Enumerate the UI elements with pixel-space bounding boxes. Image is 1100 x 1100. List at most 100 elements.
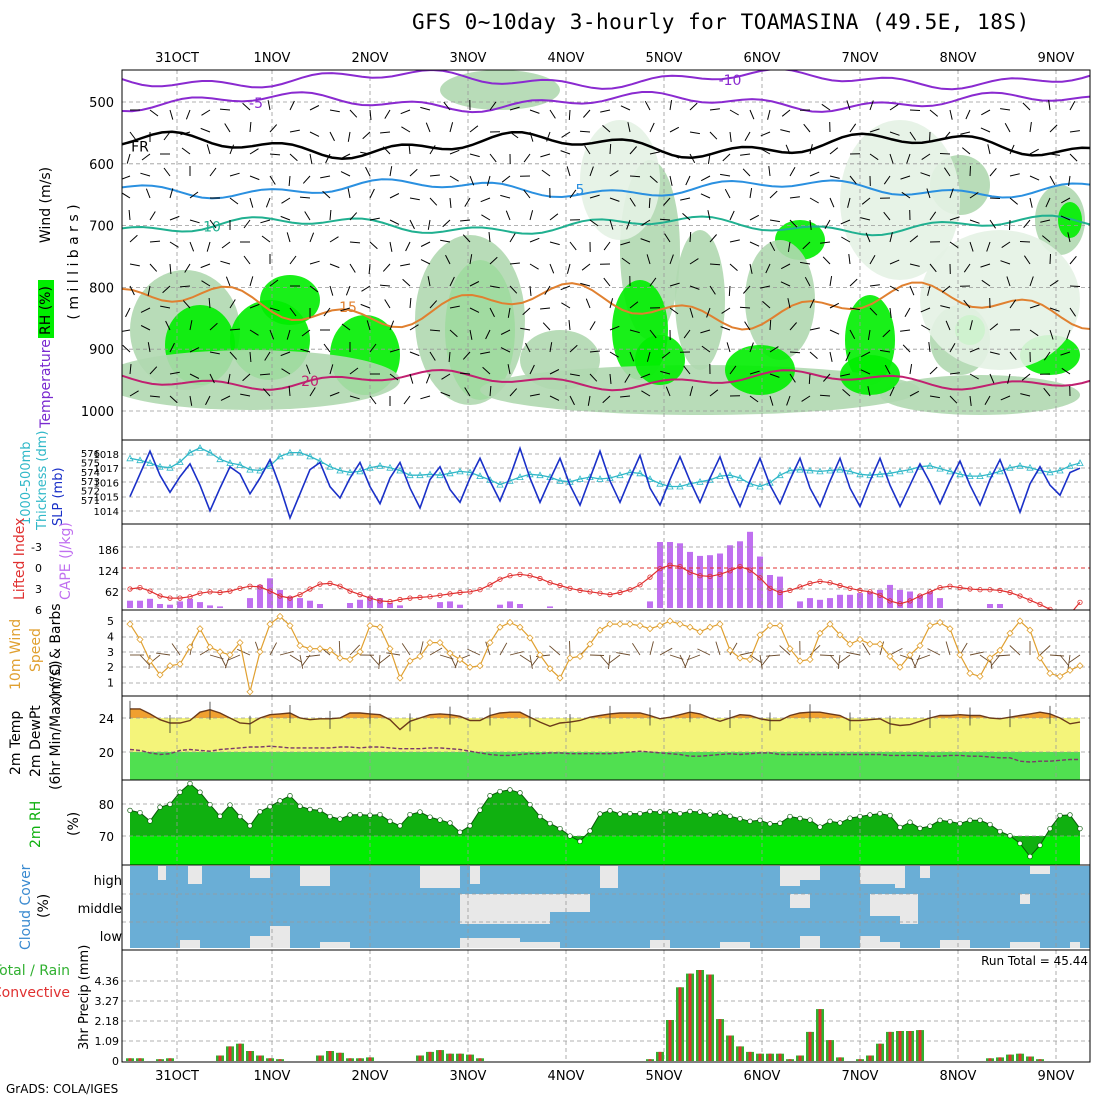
rh-marker [347, 812, 353, 818]
wind-barb [1001, 241, 1011, 249]
wind-barb [185, 109, 191, 120]
wind-barb [229, 172, 240, 177]
precip-conv-bar [668, 1020, 672, 1061]
wind-barb [1029, 197, 1033, 208]
wind-barb [624, 373, 631, 383]
wind-barb [509, 131, 519, 139]
wind-barb [500, 347, 511, 353]
wind-speed-marker [456, 655, 464, 664]
wind-barb [648, 197, 651, 209]
wind-speed-marker [486, 639, 494, 647]
wind-barb [587, 395, 591, 406]
precip-conv-bar [218, 1055, 222, 1061]
wind-barb [1000, 260, 1011, 265]
rh-marker [537, 813, 543, 820]
li-marker [737, 563, 743, 570]
wind-barb [443, 101, 451, 111]
wind-barb [801, 395, 811, 402]
wind-barb [129, 364, 132, 375]
wind-barb [709, 131, 718, 140]
surface-barb [569, 640, 571, 656]
rh-blob [675, 230, 725, 370]
wind-barb [403, 395, 411, 405]
surface-barb [1009, 645, 1021, 656]
pressure-tick-label: 600 [89, 158, 114, 173]
wind-speed-marker [136, 635, 144, 644]
wind-barb [1040, 219, 1051, 223]
wind-barb [729, 109, 739, 116]
wind-tick-label: 2 [107, 661, 114, 674]
wind-barb [141, 153, 151, 161]
wind-barb [425, 373, 431, 384]
cloud-low-block [720, 942, 750, 948]
rh-marker [747, 818, 753, 824]
wind-barb [509, 106, 520, 111]
wind-barb [140, 307, 151, 313]
rh-marker [687, 808, 693, 815]
wind-speed-marker [1026, 626, 1034, 634]
wind-barb [669, 100, 673, 111]
wind-barb [129, 285, 135, 296]
wind-barb [809, 219, 812, 230]
surface-barb [969, 651, 984, 656]
wind-speed-marker [1036, 654, 1044, 662]
rh-marker [617, 811, 623, 817]
wind-barb [289, 100, 295, 111]
temperature-contour [122, 214, 1090, 237]
wind-barb [749, 109, 755, 120]
rh-marker [227, 802, 233, 808]
wind-barb [469, 307, 480, 313]
wind-barb [262, 388, 271, 397]
wind-barb [362, 131, 371, 140]
cape-bar [707, 555, 713, 608]
wind-barb [569, 344, 578, 353]
rh-marker [987, 821, 993, 828]
wind-barb [603, 277, 611, 287]
wind-barb [229, 299, 236, 309]
wind-barb [529, 393, 540, 397]
wind-barb [761, 148, 771, 155]
thickness-marker [186, 448, 194, 456]
wind-barb [382, 146, 391, 155]
wind-barb [469, 125, 479, 133]
cape-bar [197, 602, 203, 608]
wind-barb [129, 234, 138, 243]
temperature-contour [122, 368, 1090, 392]
wind-barb [449, 197, 452, 208]
precip-conv-bar [1038, 1059, 1042, 1061]
wind-barb [789, 322, 797, 331]
wind-barb [749, 214, 760, 221]
rh-area [130, 783, 1080, 857]
wind-barb [829, 276, 833, 287]
wind-speed-marker [916, 642, 924, 650]
wind-barb [829, 329, 840, 335]
wind-barb [400, 109, 411, 115]
cape-bar [297, 598, 303, 608]
rh-shading [122, 70, 1085, 415]
wind-barb [640, 373, 651, 379]
precip-conv-bar [648, 1059, 652, 1061]
wind-barb [566, 263, 571, 274]
thickness-marker [1006, 463, 1014, 471]
wind-barb [629, 301, 639, 309]
wind-barb [549, 342, 553, 353]
cape-bar [397, 605, 403, 608]
wind-barb [880, 349, 891, 353]
wind-speed-line [126, 612, 1084, 696]
wind-barb [1060, 215, 1071, 221]
rh-marker [947, 818, 953, 825]
wind-barb [427, 276, 431, 287]
wind-barb [149, 366, 158, 375]
wind-barb [568, 109, 571, 121]
surface-barb [289, 654, 303, 663]
wind-barb [323, 343, 331, 353]
wind-barb [1069, 101, 1076, 111]
li-marker [877, 592, 883, 598]
wind-barb [740, 153, 751, 156]
wind-barb [206, 241, 211, 252]
wind-barb [289, 129, 300, 133]
wind-speed-marker [296, 642, 304, 650]
wind-barb [269, 307, 280, 312]
li-marker [247, 583, 253, 589]
wind-barb [963, 299, 971, 309]
